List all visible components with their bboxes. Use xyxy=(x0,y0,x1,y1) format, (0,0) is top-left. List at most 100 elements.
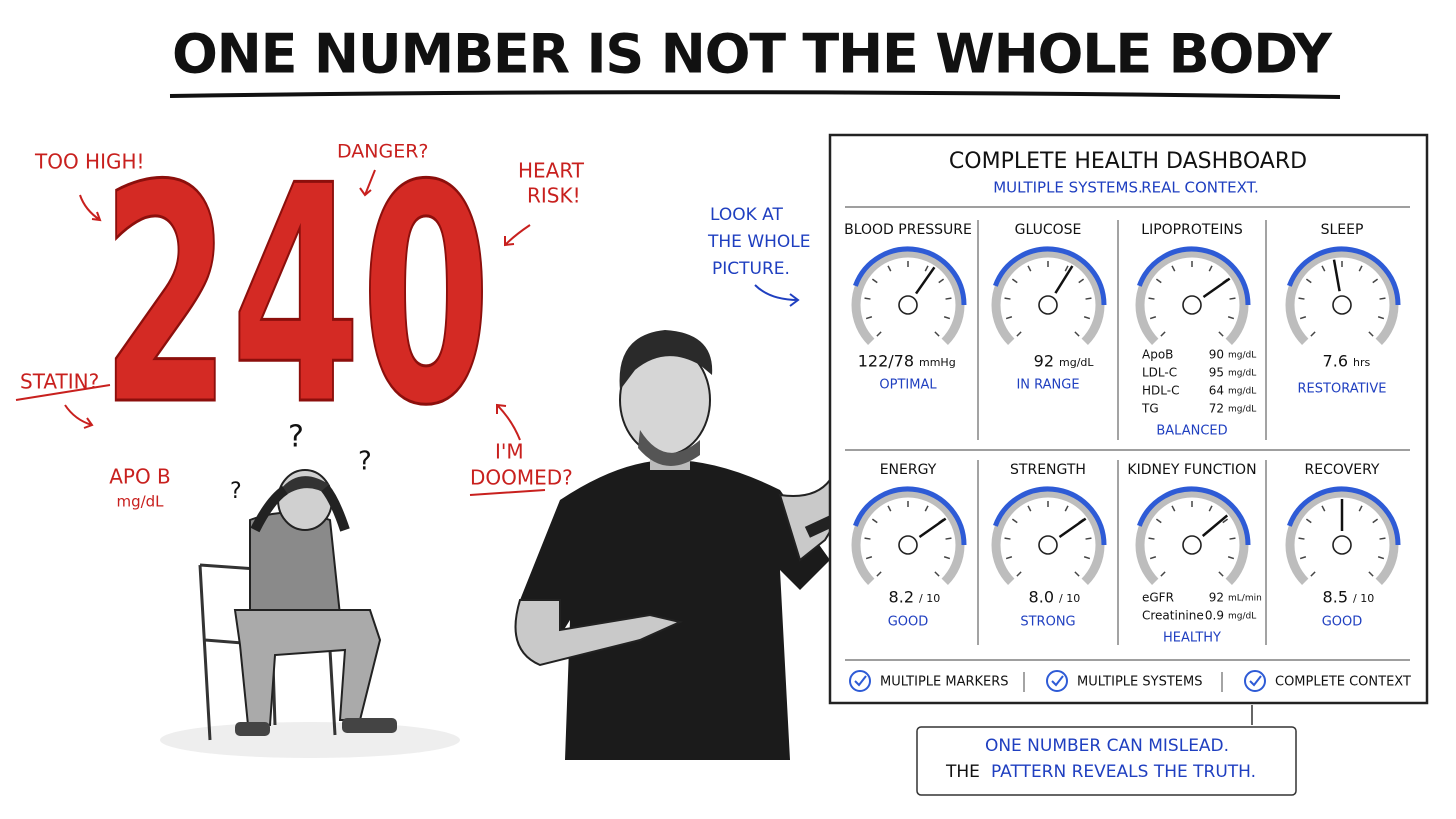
panel-value: 7.6 xyxy=(1323,352,1348,371)
gauge-icon xyxy=(1182,535,1202,555)
gauge-tick xyxy=(1149,316,1157,320)
callout-text: PATTERN REVEALS THE TRUTH. xyxy=(991,762,1256,782)
gauge-tick xyxy=(1208,265,1213,272)
row-label: ApoB xyxy=(1142,348,1173,362)
row-label: HDL-C xyxy=(1142,384,1179,398)
panel-unit: / 10 xyxy=(1353,592,1374,605)
panel-value: 8.2 xyxy=(889,588,914,607)
dashboard: COMPLETE HEALTH DASHBOARD MULTIPLE SYSTE… xyxy=(828,133,1429,705)
panel-status: GOOD xyxy=(1322,615,1363,630)
row-unit: mg/dL xyxy=(1228,351,1256,361)
panel-name: STRENGTH xyxy=(1010,462,1086,478)
row-value: 90 xyxy=(1209,348,1224,362)
gauge-tick xyxy=(1368,331,1374,337)
gauge-needle xyxy=(918,517,947,538)
gauge-track xyxy=(1135,248,1249,345)
panel-status: OPTIMAL xyxy=(879,378,937,393)
callout-text: THE xyxy=(945,762,980,782)
gauge-tick xyxy=(871,518,878,524)
gauge-icon xyxy=(1332,535,1352,555)
sitting-man-illustration xyxy=(160,469,460,758)
gauge-track xyxy=(1135,488,1249,585)
gauge-band xyxy=(993,246,1107,306)
big-number-unit: mg/dL xyxy=(116,493,164,511)
gauge-tick xyxy=(1379,297,1386,300)
row-unit: mg/dL xyxy=(1228,369,1256,379)
title-underline xyxy=(169,90,1341,99)
red-arrows xyxy=(15,169,546,496)
gauge-tick xyxy=(864,537,871,540)
gauge-tick xyxy=(871,278,878,284)
gauge-tick xyxy=(1085,537,1092,540)
gauge-band xyxy=(993,486,1107,546)
gauge-icon xyxy=(1038,295,1058,315)
gauge-tick xyxy=(1160,571,1166,577)
row-unit: mg/dL xyxy=(1228,387,1256,397)
gauge-needle xyxy=(1054,265,1074,294)
gauge-tick xyxy=(1222,518,1229,524)
question-mark: ? xyxy=(288,420,304,455)
gauge-tick xyxy=(943,316,951,320)
gauge-tick xyxy=(1218,571,1224,577)
row-unit: mL/min xyxy=(1228,594,1262,604)
check-mark xyxy=(854,675,867,687)
gauge-tick xyxy=(1064,265,1069,272)
gauge-track xyxy=(1285,488,1399,585)
row-label: Creatinine xyxy=(1142,609,1204,623)
gauge-tick xyxy=(1149,556,1157,560)
check-label: MULTIPLE MARKERS xyxy=(880,675,1009,690)
gauge-tick xyxy=(1227,316,1235,320)
gauge-tick xyxy=(1004,297,1011,300)
gauge-tick xyxy=(1074,571,1080,577)
gauge-tick xyxy=(1160,331,1166,337)
row-label: LDL-C xyxy=(1142,366,1177,380)
panel-unit: mg/dL xyxy=(1059,356,1094,369)
panel-status: BALANCED xyxy=(1156,424,1227,439)
gauge-tick xyxy=(876,571,882,577)
panel-status: STRONG xyxy=(1020,615,1075,630)
gauge-tick xyxy=(1208,505,1213,512)
check-icon xyxy=(1244,670,1266,692)
gauge-tick xyxy=(1227,556,1235,560)
question-mark: ? xyxy=(230,479,242,504)
gauge-band xyxy=(1137,246,1251,306)
gauge-tick xyxy=(1298,297,1305,300)
gauge-tick xyxy=(1298,537,1305,540)
question-mark: ? xyxy=(358,447,372,477)
side-note: THE WHOLE xyxy=(707,232,811,252)
panel-status: RESTORATIVE xyxy=(1298,382,1387,397)
side-note: LOOK AT xyxy=(710,205,783,225)
gauge-icon xyxy=(1332,295,1352,315)
gauge-tick xyxy=(1171,505,1176,512)
check-icon xyxy=(1046,670,1068,692)
title: ONE NUMBER IS NOT THE WHOLE BODY xyxy=(172,23,1333,86)
gauge-tick xyxy=(1027,505,1032,512)
gauge-tick xyxy=(1011,278,1018,284)
big-number: 240 xyxy=(101,122,491,471)
check-label: COMPLETE CONTEXT xyxy=(1275,675,1411,690)
annotation: TOO HIGH! xyxy=(34,150,145,174)
gauge-tick xyxy=(924,505,929,512)
gauge-tick xyxy=(1368,571,1374,577)
gauge-tick xyxy=(1372,278,1379,284)
annotation: STATIN? xyxy=(20,370,99,394)
gauge-tick xyxy=(1218,331,1224,337)
callout: ONE NUMBER CAN MISLEAD. THE PATTERN REVE… xyxy=(916,705,1297,796)
gauge-track xyxy=(851,488,965,585)
gauge-tick xyxy=(938,278,945,284)
gauge-tick xyxy=(1148,537,1155,540)
gauge-tick xyxy=(1299,556,1307,560)
row-label: TG xyxy=(1141,402,1159,416)
side-note: PICTURE. xyxy=(712,259,790,279)
panel-value: 122/78 xyxy=(858,352,914,371)
gauge-tick xyxy=(864,297,871,300)
gauge-tick xyxy=(887,505,892,512)
gauge-tick xyxy=(1310,331,1316,337)
gauge-tick xyxy=(934,331,940,337)
gauge-band xyxy=(853,246,967,306)
gauge-tick xyxy=(1083,556,1091,560)
gauge-track xyxy=(991,248,1105,345)
gauge-tick xyxy=(887,265,892,272)
annotation: I'M xyxy=(495,440,524,464)
